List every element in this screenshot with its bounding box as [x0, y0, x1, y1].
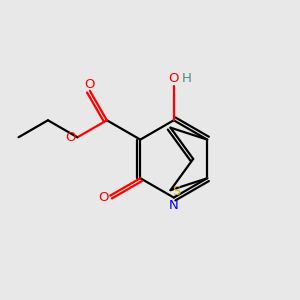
Text: N: N: [169, 199, 179, 212]
Text: O: O: [66, 131, 76, 144]
Text: S: S: [172, 185, 180, 198]
Text: O: O: [169, 73, 179, 85]
Text: H: H: [181, 73, 191, 85]
Text: O: O: [98, 190, 109, 204]
Text: O: O: [85, 78, 95, 91]
